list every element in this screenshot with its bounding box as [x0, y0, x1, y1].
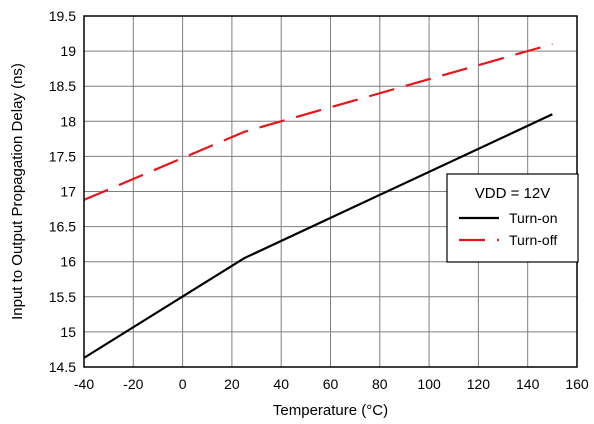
series-line-turn-on	[83, 113, 553, 359]
x-tick-label: 20	[224, 376, 240, 392]
y-tick-label: 18	[60, 113, 76, 129]
y-tick-label: 19.5	[49, 8, 76, 24]
x-tick-label: 100	[417, 376, 441, 392]
legend: VDD = 12V Turn-on Turn-off	[446, 173, 579, 263]
y-tick-label: 19	[60, 43, 76, 59]
y-tick-label: 18.5	[49, 78, 76, 94]
x-tick-label: 160	[565, 376, 589, 392]
legend-label-turn-off: Turn-off	[509, 232, 557, 248]
x-tick-label: -20	[123, 376, 143, 392]
x-tick-label: 0	[179, 376, 187, 392]
y-tick-label: 15.5	[49, 289, 76, 305]
x-tick-label: 40	[273, 376, 289, 392]
x-tick-label: 60	[323, 376, 339, 392]
legend-title: VDD = 12V	[475, 185, 550, 202]
y-tick-label: 14.5	[49, 359, 76, 375]
x-tick-label: 80	[372, 376, 388, 392]
x-tick-labels: -40 -20 0 20 40 60 80 100 120 140 160	[74, 376, 589, 392]
series-line-turn-off	[83, 43, 553, 201]
x-tick-label: 140	[516, 376, 540, 392]
series-lines	[83, 43, 553, 359]
x-axis-title: Temperature (°C)	[273, 402, 388, 419]
y-tick-label: 16	[60, 254, 76, 270]
y-tick-label: 15	[60, 324, 76, 340]
x-tick-label: 120	[467, 376, 491, 392]
y-tick-label: 17	[60, 184, 76, 200]
legend-label-turn-on: Turn-on	[509, 210, 558, 226]
x-tick-label: -40	[74, 376, 94, 392]
y-tick-label: 16.5	[49, 219, 76, 235]
y-tick-label: 17.5	[49, 148, 76, 164]
y-tick-labels: 14.5 15 15.5 16 16.5 17 17.5 18 18.5 19 19.5	[49, 8, 76, 375]
y-axis-title: Input to Output Propagation Delay (ns)	[9, 63, 26, 320]
